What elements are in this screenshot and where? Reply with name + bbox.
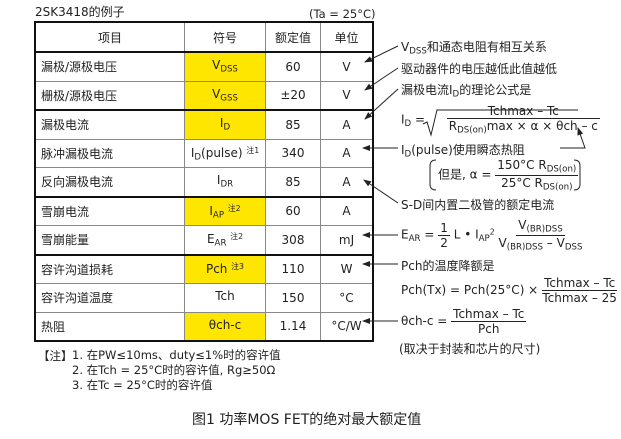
rating-value: 1.14 xyxy=(265,311,321,342)
table-header: 项目 符号 额定值 单位 xyxy=(34,21,374,53)
annotation-drive-voltage: 驱动器件的电压越低此值越低 xyxy=(401,62,558,76)
item-name: 雪崩能量 xyxy=(34,225,185,256)
alpha-formula: 但是, α = 150°C RDS(on) 25°C RDS(on) xyxy=(438,158,579,193)
annotation-size: (取决于封装和芯片的尺寸) xyxy=(399,342,541,356)
symbol-cell: θch-c xyxy=(184,311,266,342)
unit-cell: mJ xyxy=(320,225,374,256)
item-name: 反向漏极电流 xyxy=(34,167,185,198)
figure-caption: 图1 功率MOS FET的绝对最大额定值 xyxy=(192,412,422,428)
example-title: 2SK3418的例子 xyxy=(35,5,125,19)
id-formula: ID = Tchmax – Tc RDS(on)max × α × θch – c xyxy=(401,104,600,136)
arrow-id xyxy=(364,88,399,120)
rating-value: ±20 xyxy=(265,80,321,111)
sqrt-sign xyxy=(422,109,578,137)
rating-value: 85 xyxy=(265,109,321,140)
rating-value: 150 xyxy=(265,283,321,313)
ratings-table: 项目 符号 额定值 单位 漏极/源极电压 VDSS 60 V 栅极/源极电压 VG… xyxy=(34,21,374,342)
symbol-cell: IDR xyxy=(184,167,266,198)
symbol-cell: Tch xyxy=(184,283,266,313)
header-value: 额定值 xyxy=(265,21,321,53)
note-item: 1. 在PW≤10ms、duty≤1%时的容许值 xyxy=(72,348,281,362)
note-item: 3. 在Tc = 25°C时的容许值 xyxy=(72,378,213,392)
table-row: 热阻 θch-c 1.14 °C/W xyxy=(34,311,374,342)
symbol-cell: VGSS xyxy=(184,80,266,111)
symbol-cell: VDSS xyxy=(184,51,266,82)
annotation-id: 漏极电流ID的理论公式是 xyxy=(401,83,532,100)
theta-formula: θch-c = Tchmax – Tc Pch xyxy=(401,307,527,336)
item-name: 容许沟道损耗 xyxy=(34,254,185,284)
rating-value: 308 xyxy=(265,225,321,256)
table-row: 容许沟道温度 Tch 150 °C xyxy=(34,283,374,313)
rating-value: 340 xyxy=(265,138,321,168)
unit-cell: °C/W xyxy=(320,311,374,342)
item-name: 漏极/源极电压 xyxy=(34,51,185,82)
arrow-idr xyxy=(363,179,399,204)
item-name: 栅极/源极电压 xyxy=(34,80,185,111)
annotation-pch: Pch的温度降额是 xyxy=(401,259,495,273)
annotation-sd-diode: S-D间内置二极管的额定电流 xyxy=(401,198,555,212)
notes-label: 【注】 xyxy=(38,349,73,363)
table-row: 漏极/源极电压 VDSS 60 V xyxy=(34,51,374,82)
alpha-bracket xyxy=(429,159,581,191)
arrow-formula xyxy=(560,127,586,149)
symbol-cell: EAR 注2 xyxy=(184,225,266,256)
note-item: 2. 在Tch = 25°C时的容许值, Rg≥50Ω xyxy=(72,363,276,377)
rating-value: 60 xyxy=(265,51,321,82)
rating-value: 110 xyxy=(265,254,321,284)
item-name: 漏极电流 xyxy=(34,109,185,140)
unit-cell: °C xyxy=(320,283,374,313)
notes-list: 1. 在PW≤10ms、duty≤1%时的容许值 2. 在Tch = 25°C时… xyxy=(72,348,281,393)
arrow-vgss xyxy=(364,67,399,91)
table-row: 脉冲漏极电流 ID(pulse) 注1 340 A xyxy=(34,138,374,168)
table-row: 雪崩电流 IAP 注2 60 A xyxy=(34,196,374,226)
annotation-id-pulse: ID(pulse)使用瞬态热阻 xyxy=(401,143,525,160)
table-row: 容许沟道损耗 Pch 注3 110 W xyxy=(34,254,374,284)
condition-label: (Ta = 25°C) xyxy=(309,7,376,21)
symbol-cell: IAP 注2 xyxy=(184,196,266,226)
table-row: 漏极电流 ID 85 A xyxy=(34,109,374,140)
arrow-vdss xyxy=(364,45,399,63)
table-row: 雪崩能量 EAR 注2 308 mJ xyxy=(34,225,374,256)
pch-formula: Pch(Tx) = Pch(25°C) × Tchmax – Tc Tchmax … xyxy=(401,276,618,305)
rating-value: 85 xyxy=(265,167,321,198)
annotation-vdss: VDSS和通态电阻有相互关系 xyxy=(401,40,547,57)
unit-cell: W xyxy=(320,254,374,284)
symbol-cell: Pch 注3 xyxy=(184,254,266,284)
header-unit: 单位 xyxy=(320,21,374,53)
